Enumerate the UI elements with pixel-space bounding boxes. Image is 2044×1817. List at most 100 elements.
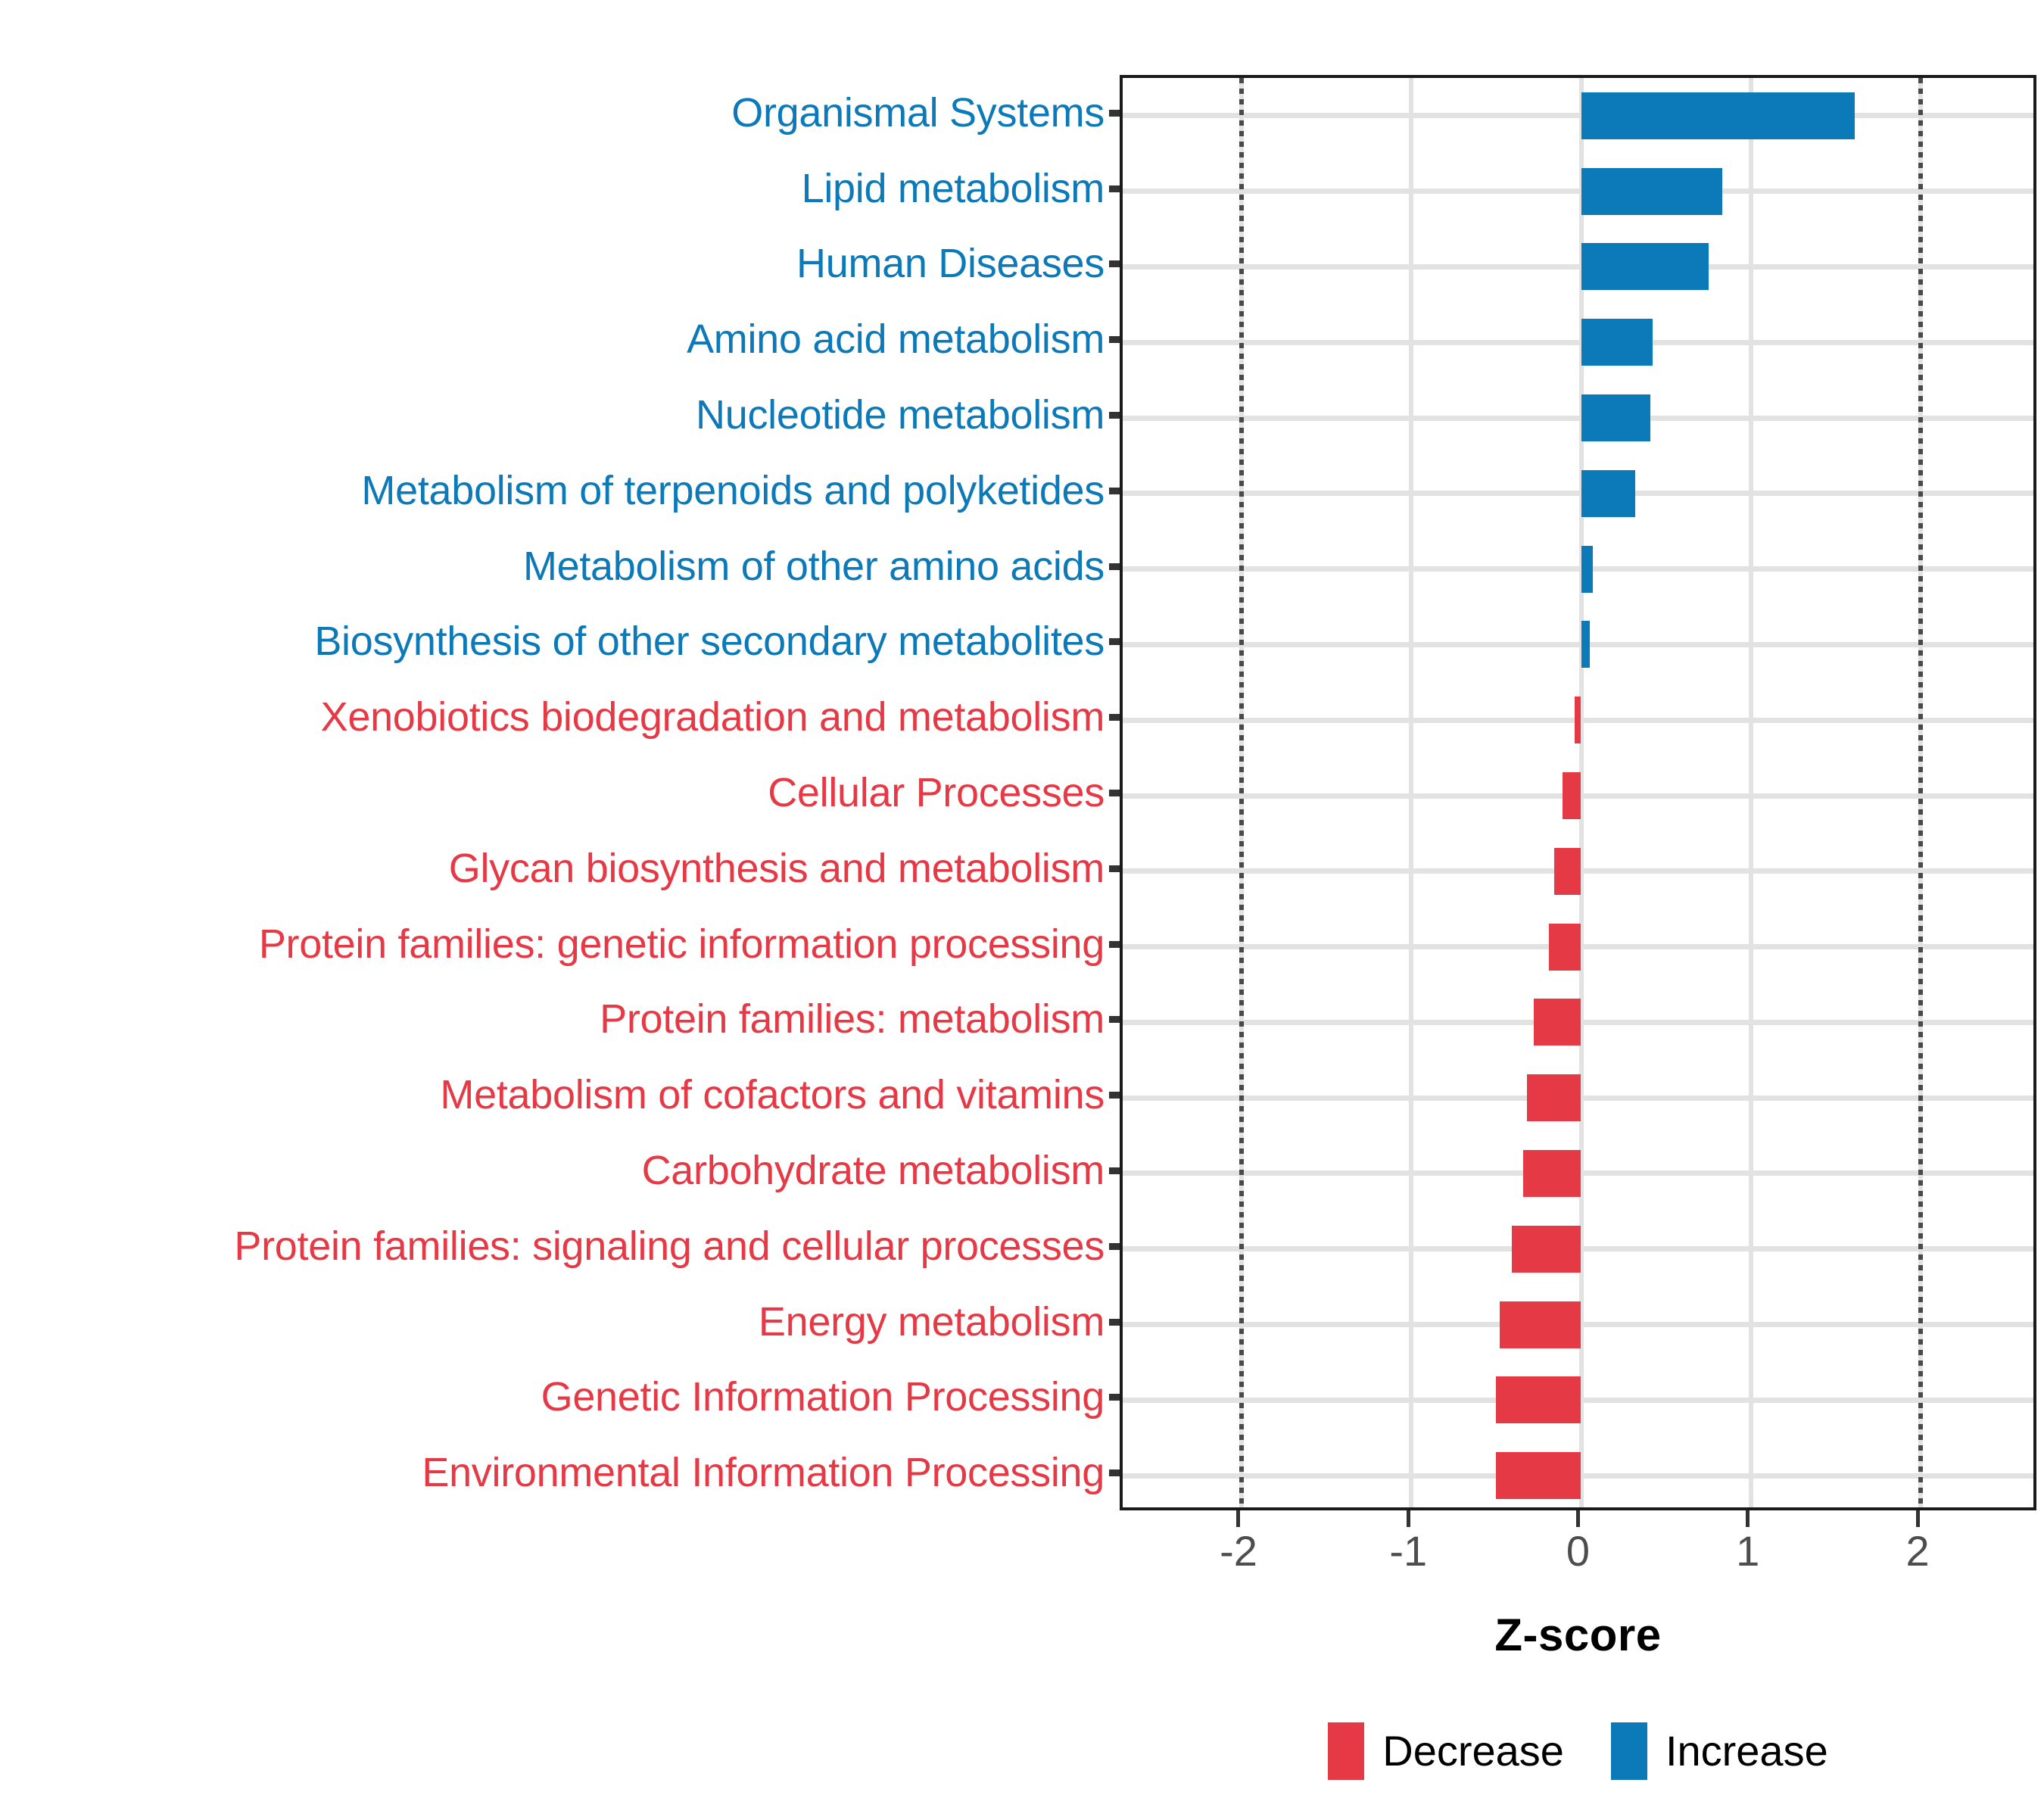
y-axis-label-row: Nucleotide metabolism bbox=[0, 377, 1120, 453]
y-axis-tick-mark bbox=[1109, 638, 1120, 646]
y-axis-label: Metabolism of other amino acids bbox=[522, 543, 1105, 589]
horizontal-gridline bbox=[1123, 263, 2033, 270]
y-axis-label-row: Genetic Information Processing bbox=[0, 1360, 1120, 1435]
y-axis-label-row: Environmental Information Processing bbox=[0, 1435, 1120, 1510]
bar bbox=[1511, 1225, 1581, 1273]
y-axis-label-row: Glycan biosynthesis and metabolism bbox=[0, 831, 1120, 906]
y-axis-label-row: Xenobiotics biodegradation and metabolis… bbox=[0, 679, 1120, 755]
bar bbox=[1581, 469, 1636, 517]
y-axis-tick-mark bbox=[1109, 940, 1120, 948]
plot-panel bbox=[1120, 75, 2036, 1510]
y-axis-label-row: Amino acid metabolism bbox=[0, 301, 1120, 377]
reference-line bbox=[1239, 78, 1244, 1507]
y-axis-label-row: Metabolism of terpenoids and polyketides bbox=[0, 453, 1120, 528]
bar bbox=[1548, 923, 1581, 971]
y-axis-tick-mark bbox=[1109, 412, 1120, 419]
bar bbox=[1526, 1074, 1581, 1122]
y-axis-label-row: Energy metabolism bbox=[0, 1284, 1120, 1360]
y-axis-tick-mark bbox=[1109, 563, 1120, 570]
y-axis-label-row: Metabolism of cofactors and vitamins bbox=[0, 1057, 1120, 1133]
y-axis-tick-mark bbox=[1109, 1394, 1120, 1401]
y-axis-label-row: Protein families: metabolism bbox=[0, 982, 1120, 1058]
x-axis-tick-mark bbox=[1746, 1510, 1750, 1527]
x-axis-tick-mark bbox=[1236, 1510, 1241, 1527]
x-axis-tick-label: 2 bbox=[1905, 1527, 1930, 1575]
horizontal-gridline bbox=[1123, 339, 2033, 345]
x-axis-tick-label: 0 bbox=[1566, 1527, 1591, 1575]
y-axis-label: Genetic Information Processing bbox=[541, 1374, 1105, 1420]
y-axis-tick-mark bbox=[1109, 865, 1120, 872]
horizontal-gridline bbox=[1123, 189, 2033, 195]
y-axis-tick-mark bbox=[1109, 260, 1120, 268]
y-axis-label: Biosynthesis of other secondary metaboli… bbox=[314, 619, 1105, 665]
legend-label: Increase bbox=[1665, 1727, 1828, 1775]
y-axis-label: Xenobiotics biodegradation and metabolis… bbox=[320, 694, 1105, 740]
y-axis-label: Protein families: metabolism bbox=[600, 996, 1105, 1043]
y-axis-tick-mark bbox=[1109, 790, 1120, 797]
bar bbox=[1581, 92, 1855, 139]
y-axis-labels: Organismal Systems Lipid metabolism Human … bbox=[0, 75, 1120, 1510]
bar bbox=[1496, 1452, 1581, 1500]
bar bbox=[1496, 1376, 1581, 1424]
y-axis-label: Glycan biosynthesis and metabolism bbox=[448, 845, 1105, 891]
horizontal-gridline bbox=[1123, 491, 2033, 497]
y-axis-label-row: Human Diseases bbox=[0, 226, 1120, 302]
bar bbox=[1553, 847, 1581, 895]
y-axis-tick-mark bbox=[1109, 1092, 1120, 1099]
x-axis-tick-mark bbox=[1915, 1510, 1920, 1527]
legend-item: Increase bbox=[1610, 1722, 1828, 1780]
y-axis-label: Energy metabolism bbox=[758, 1298, 1105, 1345]
y-axis-tick-mark bbox=[1109, 1318, 1120, 1326]
legend-swatch bbox=[1610, 1722, 1647, 1780]
bar bbox=[1499, 1301, 1581, 1348]
y-axis-label-row: Cellular Processes bbox=[0, 755, 1120, 831]
bar bbox=[1533, 999, 1581, 1046]
y-axis-tick-mark bbox=[1109, 1469, 1120, 1477]
vertical-gridline bbox=[1409, 78, 1414, 1507]
legend-swatch bbox=[1328, 1722, 1365, 1780]
y-axis-tick-mark bbox=[1109, 109, 1120, 117]
bar bbox=[1581, 394, 1651, 442]
horizontal-gridline bbox=[1123, 566, 2033, 572]
x-axis-tick-label: 1 bbox=[1736, 1527, 1760, 1575]
plot-area bbox=[1123, 78, 2033, 1507]
x-axis-tick-label: -1 bbox=[1389, 1527, 1428, 1575]
y-axis-tick-mark bbox=[1109, 714, 1120, 722]
bar bbox=[1574, 697, 1581, 744]
y-axis-tick-mark bbox=[1109, 487, 1120, 494]
horizontal-gridline bbox=[1123, 415, 2033, 421]
y-axis-label: Environmental Information Processing bbox=[422, 1450, 1105, 1496]
y-axis-label: Metabolism of cofactors and vitamins bbox=[440, 1072, 1105, 1118]
bar bbox=[1581, 621, 1590, 669]
bar bbox=[1581, 167, 1722, 215]
reference-line bbox=[1918, 78, 1924, 1507]
y-axis-label-row: Protein families: genetic information pr… bbox=[0, 906, 1120, 982]
x-axis-title: Z-score bbox=[1494, 1610, 1662, 1660]
horizontal-gridline bbox=[1123, 641, 2033, 647]
legend-item: Decrease bbox=[1328, 1722, 1564, 1780]
y-axis-tick-mark bbox=[1109, 185, 1120, 192]
legend: Decrease Increase bbox=[1120, 1722, 2036, 1780]
y-axis-label: Protein families: genetic information pr… bbox=[258, 921, 1105, 967]
vertical-gridline bbox=[1748, 78, 1753, 1507]
y-axis-label: Metabolism of terpenoids and polyketides bbox=[361, 467, 1105, 513]
y-axis-label: Protein families: signaling and cellular… bbox=[234, 1223, 1105, 1269]
x-axis-tick-label: -2 bbox=[1220, 1527, 1257, 1575]
x-axis-tick-mark bbox=[1576, 1510, 1580, 1527]
y-axis-tick-mark bbox=[1109, 1167, 1120, 1175]
x-axis: -2 -1 0 1 2 bbox=[1120, 1510, 2036, 1632]
y-axis-label-row: Carbohydrate metabolism bbox=[0, 1133, 1120, 1208]
x-axis-tick-mark bbox=[1406, 1510, 1410, 1527]
bar bbox=[1581, 319, 1653, 366]
y-axis-label-row: Lipid metabolism bbox=[0, 151, 1120, 226]
bar bbox=[1523, 1149, 1581, 1197]
bar bbox=[1581, 243, 1709, 291]
y-axis-label: Cellular Processes bbox=[768, 770, 1105, 816]
y-axis-label: Nucleotide metabolism bbox=[696, 392, 1105, 438]
y-axis-label: Carbohydrate metabolism bbox=[641, 1148, 1105, 1194]
y-axis-label-row: Metabolism of other amino acids bbox=[0, 528, 1120, 604]
y-axis-label: Organismal Systems bbox=[731, 89, 1105, 136]
bar bbox=[1562, 772, 1581, 819]
horizontal-gridline bbox=[1123, 113, 2033, 119]
